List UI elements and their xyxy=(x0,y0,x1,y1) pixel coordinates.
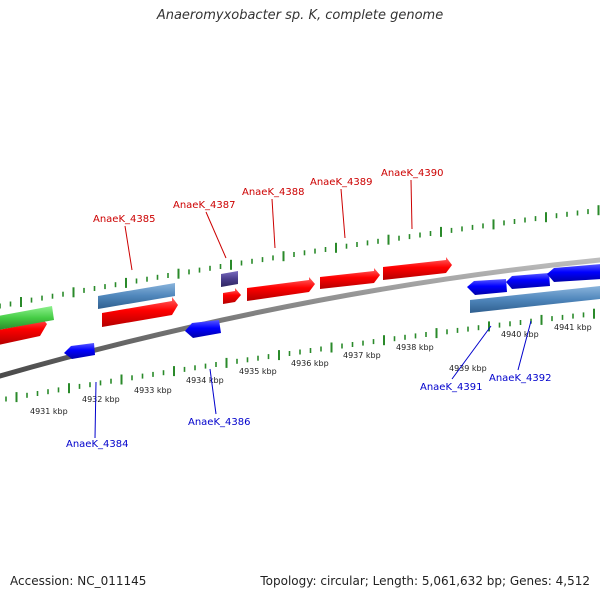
gene-label-anaek-4385[interactable]: AnaeK_4385 xyxy=(93,214,155,225)
coordinate-label: 4941 kbp xyxy=(554,323,592,332)
gene-forward-anaek-4385[interactable] xyxy=(102,297,178,327)
gene-label-anaek-4384[interactable]: AnaeK_4384 xyxy=(66,439,128,450)
coordinate-label: 4936 kbp xyxy=(291,359,329,368)
gene-green-left[interactable] xyxy=(0,306,54,330)
reverse-gene-labels: AnaeK_4384 AnaeK_4386 AnaeK_4391 AnaeK_4… xyxy=(66,320,551,450)
gene-forward-anaek-4388[interactable] xyxy=(247,277,315,301)
gene-reverse-right[interactable] xyxy=(547,264,600,282)
label-leader xyxy=(451,325,492,380)
label-leader xyxy=(209,368,217,415)
gene-label-anaek-4391[interactable]: AnaeK_4391 xyxy=(420,382,482,393)
gene-forward-anaek-4390[interactable] xyxy=(383,257,452,280)
gene-purple-small[interactable] xyxy=(221,271,238,287)
forward-tick-row xyxy=(0,205,600,309)
gene-reverse-anaek-4386[interactable] xyxy=(185,320,221,338)
label-leader xyxy=(340,188,346,239)
gene-reverse-anaek-4392[interactable] xyxy=(506,273,550,289)
other-features xyxy=(0,271,600,330)
coordinate-label: 4932 kbp xyxy=(82,395,120,404)
coordinate-label: 4934 kbp xyxy=(186,376,224,385)
coordinate-label: 4937 kbp xyxy=(343,351,381,360)
forward-genes xyxy=(0,257,452,345)
accession-text: Accession: NC_011145 xyxy=(10,574,147,588)
rna-feature-right[interactable] xyxy=(470,286,600,313)
label-leader xyxy=(94,381,97,439)
label-leader xyxy=(410,179,413,230)
forward-gene-labels: AnaeK_4385 AnaeK_4387 AnaeK_4388 AnaeK_4… xyxy=(93,168,443,271)
gene-label-anaek-4387[interactable]: AnaeK_4387 xyxy=(173,200,235,211)
gene-label-anaek-4392[interactable]: AnaeK_4392 xyxy=(489,373,551,384)
gene-forward-anaek-4389[interactable] xyxy=(320,268,380,289)
label-leader xyxy=(124,225,133,271)
reverse-genes xyxy=(64,264,600,359)
gene-label-anaek-4386[interactable]: AnaeK_4386 xyxy=(188,417,250,428)
gene-forward-anaek-4387[interactable] xyxy=(223,288,241,304)
map-title: Anaeromyxobacter sp. K, complete genome xyxy=(156,8,444,23)
coordinate-label: 4931 kbp xyxy=(30,407,68,416)
genome-summary-text: Topology: circular; Length: 5,061,632 bp… xyxy=(260,574,590,588)
coordinate-label: 4939 kbp xyxy=(449,364,487,373)
gene-label-anaek-4388[interactable]: AnaeK_4388 xyxy=(242,187,304,198)
coordinate-label: 4933 kbp xyxy=(134,386,172,395)
rna-feature-left[interactable] xyxy=(98,283,175,309)
gene-reverse-anaek-4391[interactable] xyxy=(467,279,507,295)
gene-reverse-anaek-4384[interactable] xyxy=(64,343,95,359)
gene-label-anaek-4390[interactable]: AnaeK_4390 xyxy=(381,168,443,179)
coordinate-label: 4940 kbp xyxy=(501,330,539,339)
reverse-tick-row xyxy=(5,308,595,403)
label-leader xyxy=(205,211,227,259)
label-leader xyxy=(517,320,532,371)
label-leader xyxy=(271,198,276,249)
gene-label-anaek-4389[interactable]: AnaeK_4389 xyxy=(310,177,372,188)
coordinate-labels: 4931 kbp 4932 kbp 4933 kbp 4934 kbp 4935… xyxy=(30,323,592,416)
coordinate-label: 4938 kbp xyxy=(396,343,434,352)
coordinate-label: 4935 kbp xyxy=(239,367,277,376)
